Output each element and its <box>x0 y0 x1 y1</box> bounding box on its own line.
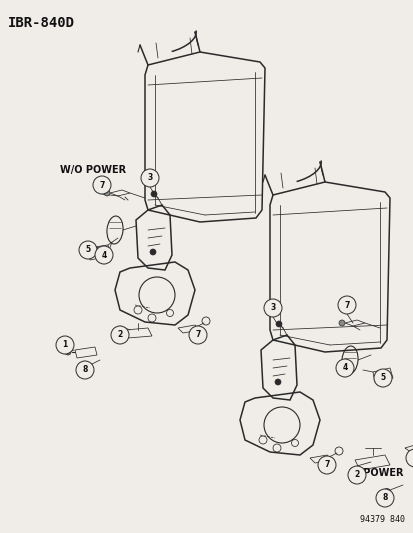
Text: 4: 4 <box>342 364 347 373</box>
Circle shape <box>95 246 113 264</box>
Circle shape <box>263 299 281 317</box>
Circle shape <box>337 296 355 314</box>
Circle shape <box>347 466 365 484</box>
Circle shape <box>111 326 129 344</box>
Text: 3: 3 <box>147 174 152 182</box>
Text: 4: 4 <box>101 251 107 260</box>
Circle shape <box>56 336 74 354</box>
Text: 2: 2 <box>354 471 359 480</box>
Text: 1: 1 <box>62 341 67 350</box>
Circle shape <box>76 361 94 379</box>
Text: 2: 2 <box>117 330 122 340</box>
Circle shape <box>104 190 110 196</box>
Text: 5: 5 <box>85 246 90 254</box>
Circle shape <box>65 349 71 355</box>
Text: 6: 6 <box>411 454 413 463</box>
Circle shape <box>82 364 89 370</box>
Text: 7: 7 <box>99 181 104 190</box>
Circle shape <box>275 321 281 327</box>
Circle shape <box>274 379 280 385</box>
Text: W/O POWER: W/O POWER <box>60 165 126 175</box>
Circle shape <box>150 249 156 255</box>
Circle shape <box>93 176 111 194</box>
Text: 3: 3 <box>270 303 275 312</box>
Text: 7: 7 <box>323 461 329 470</box>
Text: 7: 7 <box>344 301 349 310</box>
Text: 5: 5 <box>380 374 385 383</box>
Text: 8: 8 <box>82 366 88 375</box>
Circle shape <box>338 320 344 326</box>
Text: IBR-840D: IBR-840D <box>8 16 75 30</box>
Circle shape <box>317 456 335 474</box>
Text: 94379 840: 94379 840 <box>359 515 404 524</box>
Circle shape <box>141 169 159 187</box>
Text: 7: 7 <box>195 330 200 340</box>
Circle shape <box>382 489 389 496</box>
Circle shape <box>151 191 157 197</box>
Circle shape <box>405 449 413 467</box>
Circle shape <box>375 489 393 507</box>
Circle shape <box>79 241 97 259</box>
Text: W/POWER: W/POWER <box>349 468 404 478</box>
Circle shape <box>373 369 391 387</box>
Circle shape <box>189 326 206 344</box>
Circle shape <box>335 359 353 377</box>
Text: 8: 8 <box>381 494 387 503</box>
